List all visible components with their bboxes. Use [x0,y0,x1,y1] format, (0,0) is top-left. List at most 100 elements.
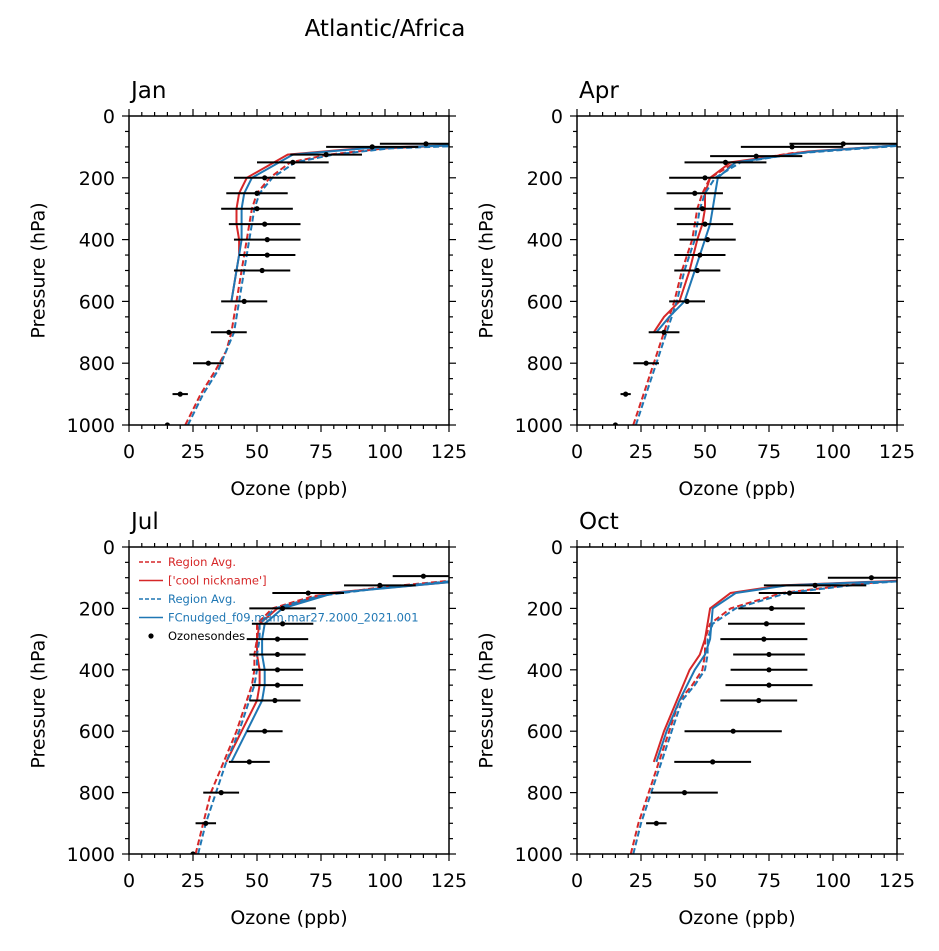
x-axis-label: Ozone (ppb) [230,907,347,929]
x-tick-label: 25 [629,441,653,463]
y-tick-label: 200 [527,598,563,620]
sonde-point [280,621,286,627]
sonde-point [369,144,375,150]
sonde-point [766,667,772,673]
sonde-point [763,621,770,627]
x-tick-label: 50 [693,870,717,892]
sonde-point [702,175,708,181]
sonde-point [377,582,383,588]
sonde-point [205,360,211,366]
y-tick-label: 1000 [515,844,563,866]
sonde-group [190,573,449,854]
sonde-point [420,573,426,579]
y-tick-label: 600 [79,291,115,313]
sonde-point [812,582,818,588]
series-line-3 [634,145,897,425]
sonde-point [280,605,286,612]
sonde-point [756,697,762,704]
y-tick-label: 0 [103,537,115,559]
x-tick-label: 75 [757,441,781,463]
panel-title: Apr [579,78,619,104]
sonde-point [722,159,729,165]
panel-apr: Apr 0 25 50 75 100 125 0 200 400 600 800 1000 Ozone (… [476,78,916,500]
sonde-point [710,759,716,765]
y-tick-label: 800 [527,783,563,805]
x-tick-label: 50 [245,870,269,892]
x-tick-label: 50 [693,441,717,463]
series-line-1 [629,579,897,854]
sonde-point [423,141,429,147]
y-axis-label: Pressure (hPa) [476,202,498,338]
legend-label-2: ['cool nickname'] [168,574,267,588]
sonde-point [868,575,875,581]
sonde-point [761,636,767,642]
sonde-point [699,206,706,212]
sonde-point [661,329,667,335]
legend-label-4: FCnudged_f09.mam.mar27.2000_2021.001 [168,611,419,625]
y-tick-label: 400 [79,660,115,682]
sonde-point [264,252,270,258]
x-tick-label: 50 [245,441,269,463]
y-tick-label: 1000 [67,844,115,866]
sonde-point [274,667,281,673]
sonde-point [681,790,688,796]
y-tick-label: 600 [79,721,115,743]
series-line-4 [655,580,897,763]
y-tick-label: 400 [527,230,563,252]
sonde-point [177,391,183,397]
x-tick-label: 0 [123,870,135,892]
sonde-point [786,590,793,596]
x-tick-label: 25 [629,870,653,892]
y-tick-label: 800 [79,353,115,375]
x-axis-label: Ozone (ppb) [678,478,795,500]
series-line-3 [187,145,449,425]
sonde-point [768,605,775,612]
legend-marker-5 [148,633,154,639]
series-group [632,144,897,425]
y-tick-label: 200 [79,598,115,620]
sonde-point [697,252,703,258]
series-line-3 [632,580,897,854]
sonde-point [246,759,252,765]
series-line-1 [184,144,449,425]
y-tick-label: 400 [79,230,115,252]
x-tick-label: 25 [181,870,205,892]
sonde-point [766,651,772,658]
sonde-point [766,682,772,688]
y-tick-label: 400 [527,660,563,682]
sonde-point [272,697,278,704]
sonde-point [840,141,846,147]
y-tick-label: 1000 [67,415,115,437]
sonde-point [274,651,281,658]
sonde-point [218,790,224,796]
x-axis-label: Ozone (ppb) [678,907,795,929]
sonde-group [646,575,897,826]
sonde-point [274,682,281,688]
y-tick-label: 1000 [515,415,563,437]
sonde-point [254,190,260,196]
sonde-point [692,190,698,196]
x-tick-label: 75 [309,441,333,463]
sonde-point [789,144,795,150]
sonde-point [290,159,296,165]
x-tick-label: 100 [367,441,403,463]
sonde-point [653,820,659,826]
y-tick-label: 0 [551,537,563,559]
panel-jul: Jul 0 25 50 75 100 125 0 200 400 600 800 1000 Ozone (… [28,509,468,929]
panel-title: Oct [579,509,619,535]
sonde-point [264,237,270,243]
sonde-point [305,590,311,596]
panel-title: Jul [129,509,159,535]
legend: Region Avg. ['cool nickname'] Region Avg. F… [139,555,419,643]
sonde-point [643,360,649,366]
x-tick-label: 0 [571,441,583,463]
sonde-group [164,141,449,425]
sonde-point [262,221,268,227]
y-tick-label: 0 [103,106,115,128]
y-tick-label: 200 [79,168,115,190]
x-tick-label: 25 [181,441,205,463]
sonde-point [254,206,260,212]
y-tick-label: 600 [527,291,563,313]
